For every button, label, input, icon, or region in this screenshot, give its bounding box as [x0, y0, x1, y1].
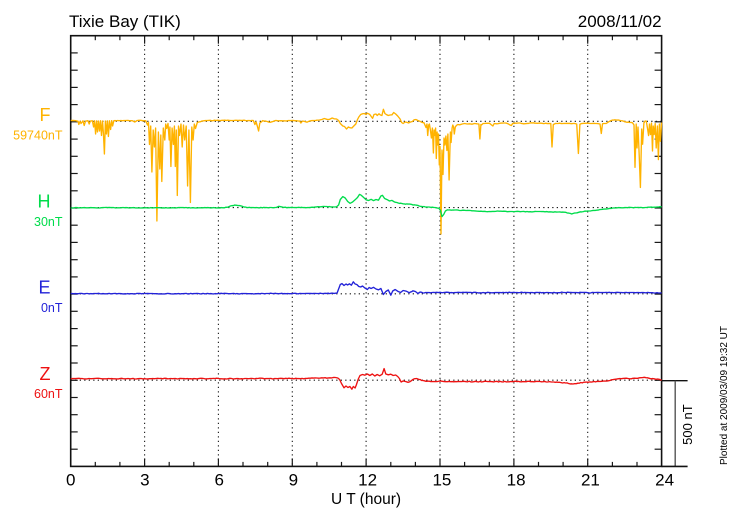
svg-text:24: 24: [655, 471, 674, 490]
svg-text:6: 6: [214, 471, 223, 490]
svg-text:U T (hour): U T (hour): [331, 491, 401, 508]
svg-text:0: 0: [66, 471, 75, 490]
svg-text:9: 9: [289, 471, 298, 490]
svg-text:Z: Z: [40, 364, 51, 384]
svg-text:0nT: 0nT: [41, 301, 63, 315]
svg-text:15: 15: [432, 471, 451, 490]
svg-text:F: F: [40, 105, 51, 125]
svg-text:59740nT: 59740nT: [13, 129, 63, 143]
svg-text:E: E: [38, 278, 50, 298]
svg-text:18: 18: [507, 471, 526, 490]
svg-text:12: 12: [358, 471, 377, 490]
svg-text:H: H: [38, 191, 51, 211]
svg-text:60nT: 60nT: [34, 387, 63, 401]
svg-text:2008/11/02: 2008/11/02: [578, 12, 662, 31]
svg-text:500 nT: 500 nT: [680, 404, 695, 445]
svg-text:Tixie Bay (TIK): Tixie Bay (TIK): [69, 12, 181, 31]
svg-text:3: 3: [140, 471, 149, 490]
svg-text:Plotted at 2009/03/09 19:32 UT: Plotted at 2009/03/09 19:32 UT: [719, 326, 730, 465]
svg-text:21: 21: [581, 471, 600, 490]
svg-text:30nT: 30nT: [34, 215, 63, 229]
